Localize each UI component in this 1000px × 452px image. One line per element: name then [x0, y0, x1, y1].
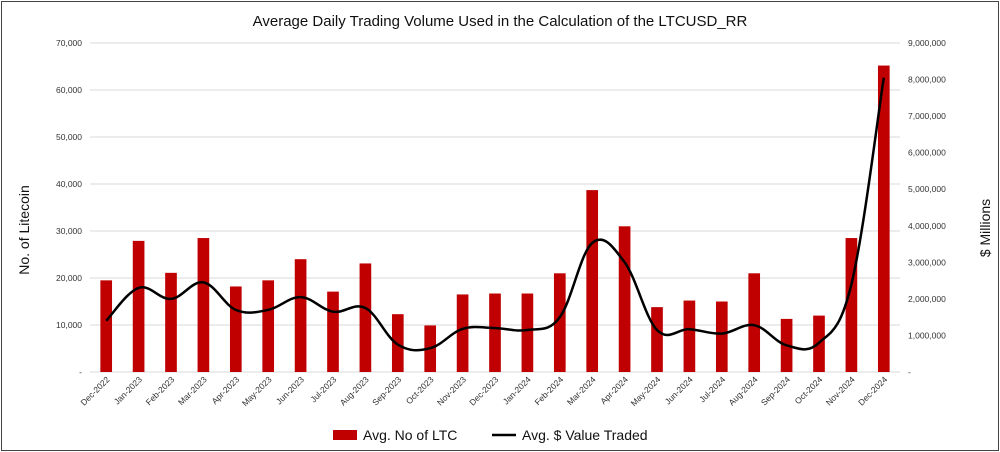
y-tick-right: 5,000,000: [908, 184, 946, 194]
bar: [262, 280, 275, 372]
x-tick-label: Feb-2023: [144, 374, 177, 407]
x-tick-label: May-2024: [629, 374, 663, 408]
bar: [456, 294, 469, 372]
bar: [586, 190, 599, 372]
y-tick-left: 30,000: [56, 226, 82, 236]
y-tick-left: 40,000: [56, 179, 82, 189]
y-tick-left: 10,000: [56, 320, 82, 330]
x-tick-label: Jun-2024: [663, 374, 695, 406]
left-axis-ticks: - 10,000 20,000 30,000 40,000 50,000 60,000 70,…: [56, 38, 82, 377]
y-axis-label-left: No. of Litecoin: [16, 185, 32, 275]
x-tick-label: Apr-2024: [598, 374, 630, 406]
x-tick-label: Jul-2024: [697, 374, 727, 404]
x-tick-label: Dec-2022: [78, 374, 111, 407]
bar: [683, 300, 696, 372]
bar: [489, 293, 501, 372]
x-tick-label: Jan-2024: [501, 374, 533, 406]
x-tick-label: Dec-2023: [467, 374, 500, 407]
x-tick-label: Aug-2024: [726, 374, 759, 407]
right-axis-ticks: - 1,000,000 2,000,000 3,000,000 4,000,000 5,0…: [908, 38, 946, 377]
y-tick-left: 50,000: [56, 132, 82, 142]
bar: [359, 263, 372, 372]
x-tick-label: Jun-2023: [274, 374, 306, 406]
line-series: [105, 77, 886, 352]
bar: [715, 301, 728, 372]
bar: [877, 65, 890, 372]
bar: [197, 238, 210, 372]
x-axis-ticks: Dec-2022 Jan-2023 Feb-2023 Mar-2023 Apr-2023…: [78, 374, 889, 408]
x-tick-label: Nov-2023: [435, 374, 468, 407]
x-tick-label: Mar-2023: [176, 374, 209, 407]
y-tick-right: 2,000,000: [908, 294, 946, 304]
y-tick-right: 6,000,000: [908, 148, 946, 158]
x-tick-label: Jul-2023: [308, 374, 338, 404]
y-tick-left: 70,000: [56, 38, 82, 48]
bar: [327, 291, 339, 372]
x-tick-label: Sep-2023: [370, 374, 403, 407]
x-tick-label: Nov-2024: [824, 374, 857, 407]
x-tick-label: Oct-2023: [404, 374, 436, 406]
y-tick-right: 4,000,000: [908, 221, 946, 231]
legend-bar-swatch: [333, 430, 357, 440]
value-traded-line: [105, 77, 886, 352]
bar: [165, 272, 177, 372]
x-tick-label: Oct-2024: [793, 374, 825, 406]
y-tick-left: 20,000: [56, 273, 82, 283]
x-tick-label: Feb-2024: [532, 374, 565, 407]
y-tick-left: 60,000: [56, 85, 82, 95]
gridlines: [90, 42, 900, 373]
bar: [553, 273, 566, 372]
y-tick-right: 8,000,000: [908, 75, 946, 85]
bar: [229, 286, 242, 372]
bar: [100, 280, 113, 372]
chart-title: Average Daily Trading Volume Used in the…: [253, 13, 748, 30]
y-tick-right: 9,000,000: [908, 38, 946, 48]
x-tick-label: Apr-2023: [209, 374, 241, 406]
bar: [748, 273, 761, 372]
legend: Avg. No of LTC Avg. $ Value Traded: [333, 427, 648, 443]
bar: [132, 240, 145, 372]
bar: [294, 259, 307, 372]
y-tick-right: -: [908, 367, 911, 377]
x-tick-label: Jan-2023: [112, 374, 144, 406]
y-axis-label-right: $ Millions: [977, 199, 993, 257]
x-tick-label: May-2023: [240, 374, 274, 408]
x-tick-label: Sep-2024: [759, 374, 792, 407]
bar: [521, 293, 534, 372]
bar: [618, 226, 631, 372]
x-tick-label: Dec-2024: [856, 374, 889, 407]
y-tick-left: -: [79, 367, 82, 377]
bar: [651, 307, 663, 372]
y-tick-right: 1,000,000: [908, 330, 946, 340]
x-tick-label: Mar-2024: [565, 374, 598, 407]
legend-bar-label: Avg. No of LTC: [363, 427, 457, 443]
bar-series: [100, 65, 890, 372]
y-tick-right: 3,000,000: [908, 257, 946, 267]
bar: [391, 314, 404, 372]
y-tick-right: 7,000,000: [908, 111, 946, 121]
legend-line-label: Avg. $ Value Traded: [522, 427, 648, 443]
x-tick-label: Aug-2023: [338, 374, 371, 407]
bar: [845, 238, 858, 372]
